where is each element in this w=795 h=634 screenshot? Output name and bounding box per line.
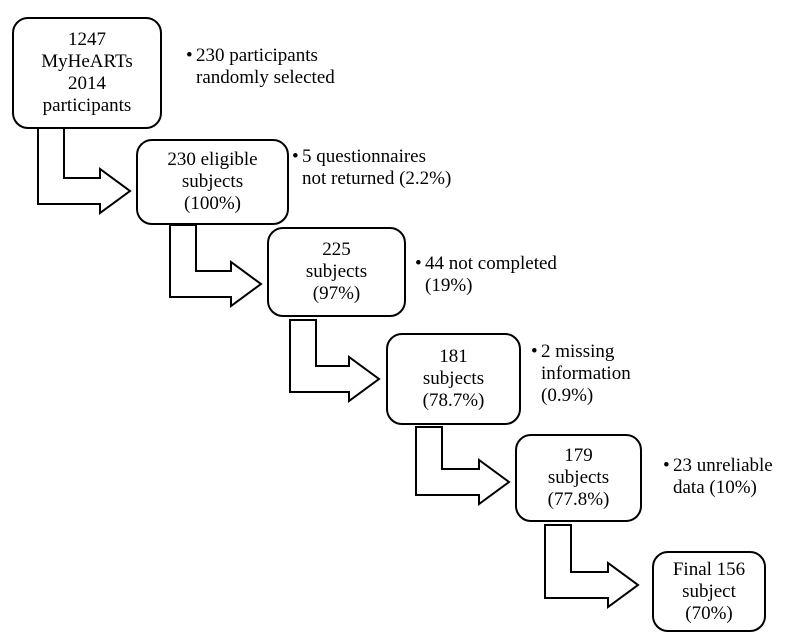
step-3-line-3: (97%) xyxy=(312,283,361,304)
step-5-line-3: (77.8%) xyxy=(547,489,610,510)
step-2-note-line-1: 5 questionnaires xyxy=(302,146,427,167)
step-5-note-line-1: 23 unreliable xyxy=(673,455,773,476)
step-4-line-3: (78.7%) xyxy=(422,390,485,411)
step-2-line-3: (100%) xyxy=(184,193,241,214)
step-4-line-2: subjects xyxy=(422,368,485,389)
step-box-6: Final 156 subject (70%) xyxy=(652,551,766,632)
step-box-1: 1247 MyHeARTs 2014 participants xyxy=(12,17,162,129)
step-4-line-1: 181 xyxy=(439,346,468,367)
step-2-line-2: subjects xyxy=(181,171,244,192)
arrow-3 xyxy=(289,319,381,403)
step-1-note-line-2: randomly selected xyxy=(196,67,335,88)
step-5-line-2: subjects xyxy=(547,467,610,488)
step-4-note: • 2 missing information (0.9%) xyxy=(531,341,631,406)
step-4-note-line-1: 2 missing xyxy=(541,341,615,362)
arrow-5 xyxy=(544,524,640,609)
arrow-2 xyxy=(169,224,263,308)
arrow-4 xyxy=(415,426,511,506)
step-5-note-line-2: data (10%) xyxy=(673,477,757,498)
step-2-note: • 5 questionnaires not returned (2.2%) xyxy=(292,146,452,189)
step-3-line-1: 225 xyxy=(322,239,351,260)
step-box-3: 225 subjects (97%) xyxy=(267,227,406,317)
step-2-note-line-2: not returned (2.2%) xyxy=(302,168,452,189)
step-3-note-line-2: (19%) xyxy=(425,275,473,296)
step-5-note: • 23 unreliable data (10%) xyxy=(663,455,773,498)
step-box-2: 230 eligible subjects (100%) xyxy=(136,139,289,225)
step-1-note-line-1: 230 participants xyxy=(196,45,318,66)
step-1-line-4: participants xyxy=(42,95,132,116)
step-3-note: • 44 not completed (19%) xyxy=(415,253,557,296)
step-6-line-2: subject xyxy=(682,580,736,602)
step-box-4: 181 subjects (78.7%) xyxy=(386,333,521,425)
step-4-note-line-2: information xyxy=(541,363,631,384)
step-box-5: 179 subjects (77.8%) xyxy=(515,434,642,522)
step-2-line-1: 230 eligible xyxy=(167,149,258,170)
step-3-note-line-1: 44 not completed xyxy=(425,253,557,274)
step-6-line-3: (70%) xyxy=(685,602,733,624)
step-1-line-2: MyHeARTs xyxy=(41,51,133,72)
step-1-line-3: 2014 xyxy=(68,73,106,94)
step-1-note: • 230 participants randomly selected xyxy=(186,45,335,88)
step-4-note-line-3: (0.9%) xyxy=(541,385,594,406)
arrow-1 xyxy=(37,127,132,215)
step-1-line-1: 1247 xyxy=(68,29,106,50)
step-3-line-2: subjects xyxy=(305,261,368,282)
step-5-line-1: 179 xyxy=(564,445,593,466)
step-6-line-1: Final 156 xyxy=(672,558,746,580)
